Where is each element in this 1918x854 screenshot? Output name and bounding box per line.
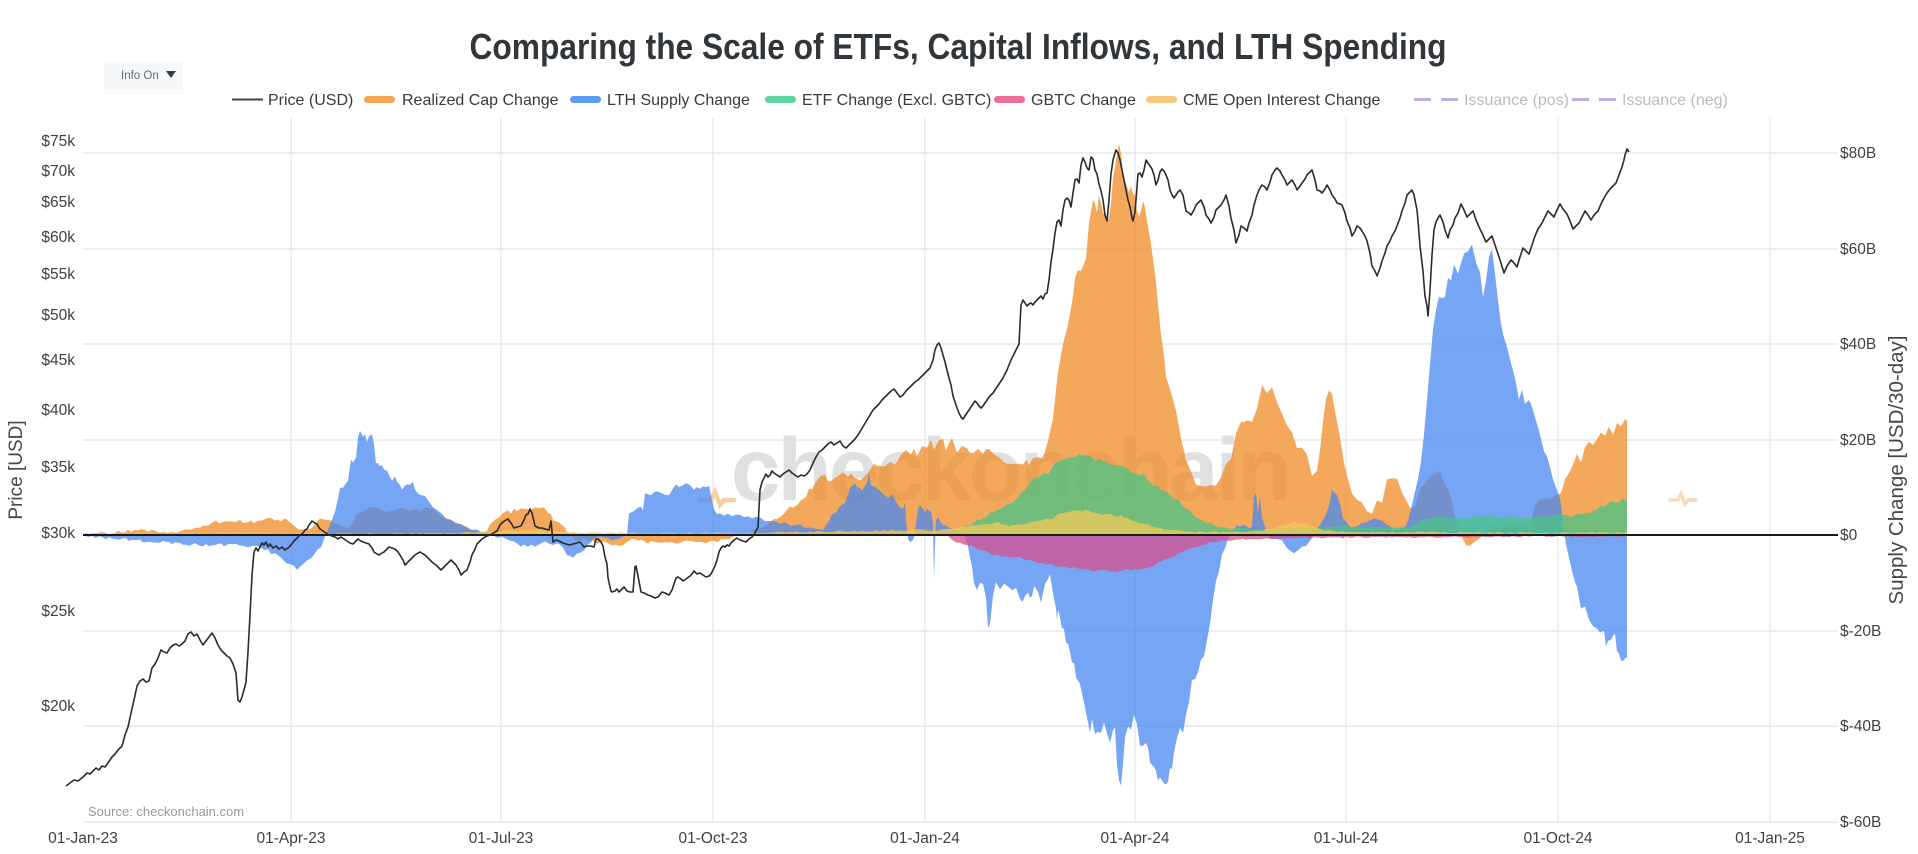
svg-text:Price (USD): Price (USD) bbox=[268, 92, 353, 109]
svg-text:01-Oct-24: 01-Oct-24 bbox=[1524, 830, 1593, 847]
svg-text:$-40B: $-40B bbox=[1840, 718, 1881, 735]
svg-text:$35k: $35k bbox=[41, 459, 75, 476]
svg-text:$50k: $50k bbox=[41, 307, 75, 324]
svg-text:Realized Cap Change: Realized Cap Change bbox=[402, 92, 559, 109]
svg-text:$65k: $65k bbox=[41, 194, 75, 211]
svg-text:$20B: $20B bbox=[1840, 432, 1876, 449]
svg-text:Info On: Info On bbox=[121, 70, 159, 82]
svg-text:$75k: $75k bbox=[41, 133, 75, 150]
svg-text:ETF Change (Excl. GBTC): ETF Change (Excl. GBTC) bbox=[802, 92, 991, 109]
svg-text:01-Oct-23: 01-Oct-23 bbox=[679, 830, 748, 847]
svg-text:CME Open Interest Change: CME Open Interest Change bbox=[1183, 92, 1381, 109]
svg-text:Supply Change [USD/30-day]: Supply Change [USD/30-day] bbox=[1885, 336, 1908, 605]
svg-text:$20k: $20k bbox=[41, 698, 75, 715]
svg-text:$80B: $80B bbox=[1840, 145, 1876, 162]
svg-text:$0: $0 bbox=[1840, 527, 1858, 544]
svg-text:GBTC Change: GBTC Change bbox=[1031, 92, 1136, 109]
svg-text:$60k: $60k bbox=[41, 229, 75, 246]
svg-text:$-20B: $-20B bbox=[1840, 623, 1881, 640]
svg-text:LTH Supply Change: LTH Supply Change bbox=[607, 92, 750, 109]
svg-text:01-Jan-25: 01-Jan-25 bbox=[1735, 830, 1805, 847]
svg-text:$60B: $60B bbox=[1840, 241, 1876, 258]
svg-text:$40B: $40B bbox=[1840, 336, 1876, 353]
svg-text:01-Apr-24: 01-Apr-24 bbox=[1101, 830, 1170, 847]
svg-text:01-Jan-23: 01-Jan-23 bbox=[48, 830, 118, 847]
svg-text:$55k: $55k bbox=[41, 266, 75, 283]
svg-text:$30k: $30k bbox=[41, 525, 75, 542]
svg-text:01-Apr-23: 01-Apr-23 bbox=[257, 830, 326, 847]
svg-text:$25k: $25k bbox=[41, 603, 75, 620]
svg-text:$45k: $45k bbox=[41, 352, 75, 369]
svg-text:Price [USD]: Price [USD] bbox=[6, 420, 27, 519]
svg-text:Issuance (pos): Issuance (pos) bbox=[1464, 92, 1569, 109]
svg-text:Source: checkonchain.com: Source: checkonchain.com bbox=[88, 804, 244, 819]
svg-text:Issuance (neg): Issuance (neg) bbox=[1622, 92, 1728, 109]
svg-text:01-Jul-24: 01-Jul-24 bbox=[1314, 830, 1379, 847]
svg-text:$-60B: $-60B bbox=[1840, 814, 1881, 831]
svg-text:Comparing the Scale of ETFs, C: Comparing the Scale of ETFs, Capital Inf… bbox=[470, 26, 1447, 67]
svg-text:01-Jul-23: 01-Jul-23 bbox=[469, 830, 534, 847]
svg-text:$70k: $70k bbox=[41, 163, 75, 180]
svg-text:01-Jan-24: 01-Jan-24 bbox=[890, 830, 960, 847]
svg-text:$40k: $40k bbox=[41, 402, 75, 419]
